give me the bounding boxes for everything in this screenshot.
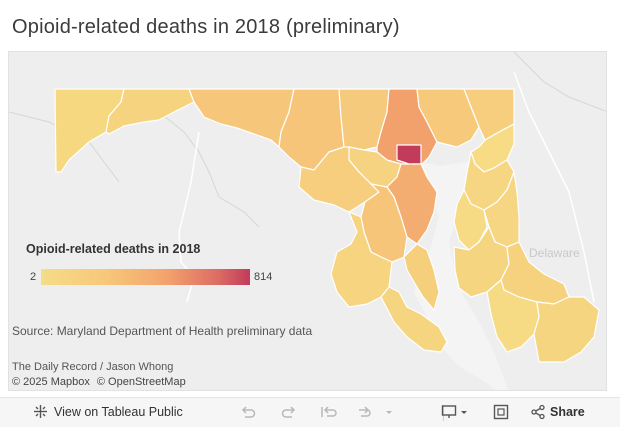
- credit-line: The Daily Record / Jason Whong: [12, 361, 174, 373]
- share-button[interactable]: Share: [531, 404, 585, 420]
- refresh-menu-button[interactable]: [385, 404, 393, 420]
- county-charles[interactable]: Charles: [330, 211, 393, 308]
- chesapeake-bay: [399, 160, 509, 390]
- share-label: Share: [550, 405, 585, 419]
- chevron-down-icon: [459, 404, 469, 420]
- tableau-logo-icon: [33, 404, 48, 419]
- osm-link[interactable]: © OpenStreetMap: [96, 376, 186, 388]
- map-view[interactable]: Garrett Allegany Washington Frederick Ca…: [8, 51, 607, 391]
- redo-icon: [281, 404, 297, 420]
- share-icon: [531, 404, 545, 420]
- fullscreen-icon: [493, 404, 509, 420]
- legend-title: Opioid-related deaths in 2018: [26, 242, 201, 256]
- fullscreen-button[interactable]: [493, 404, 509, 420]
- page-title: Opioid-related deaths in 2018 (prelimina…: [12, 16, 400, 38]
- county-st-marys[interactable]: St. Mary's: [380, 286, 448, 353]
- map-attribution: © 2025 Mapbox © OpenStreetMap: [12, 376, 186, 388]
- revert-button[interactable]: [320, 404, 338, 420]
- undo-icon: [240, 404, 256, 420]
- redo-button[interactable]: [281, 404, 297, 420]
- source-note: Source: Maryland Department of Health pr…: [12, 324, 313, 338]
- county-calvert[interactable]: Calvert: [403, 243, 440, 311]
- county-baltimore-city[interactable]: Baltimore City: [396, 144, 422, 165]
- view-on-tableau-label: View on Tableau Public: [54, 404, 183, 419]
- legend-max: 814: [254, 271, 273, 283]
- mapbox-link[interactable]: © 2025 Mapbox: [12, 376, 90, 388]
- map-canvas[interactable]: Garrett Allegany Washington Frederick Ca…: [9, 52, 607, 391]
- refresh-icon: [356, 404, 374, 420]
- legend-min: 2: [30, 271, 37, 283]
- refresh-button[interactable]: [356, 404, 374, 420]
- county-worcester[interactable]: Worcester: [533, 296, 600, 363]
- toolbar-divider: [443, 405, 444, 421]
- tableau-toolbar: View on Tableau Public Share: [0, 397, 620, 427]
- background-road: [513, 52, 606, 112]
- county-washington[interactable]: Washington: [188, 88, 295, 148]
- chevron-down-icon: [385, 404, 393, 420]
- download-icon: [441, 404, 459, 420]
- revert-icon: [320, 404, 338, 420]
- legend-gradient-bar: [41, 269, 250, 285]
- background-road: [513, 71, 595, 303]
- undo-button[interactable]: [240, 404, 256, 420]
- download-button[interactable]: [441, 404, 469, 420]
- view-on-tableau-button[interactable]: View on Tableau Public: [33, 404, 183, 419]
- delaware-label: Delaware: [529, 246, 580, 260]
